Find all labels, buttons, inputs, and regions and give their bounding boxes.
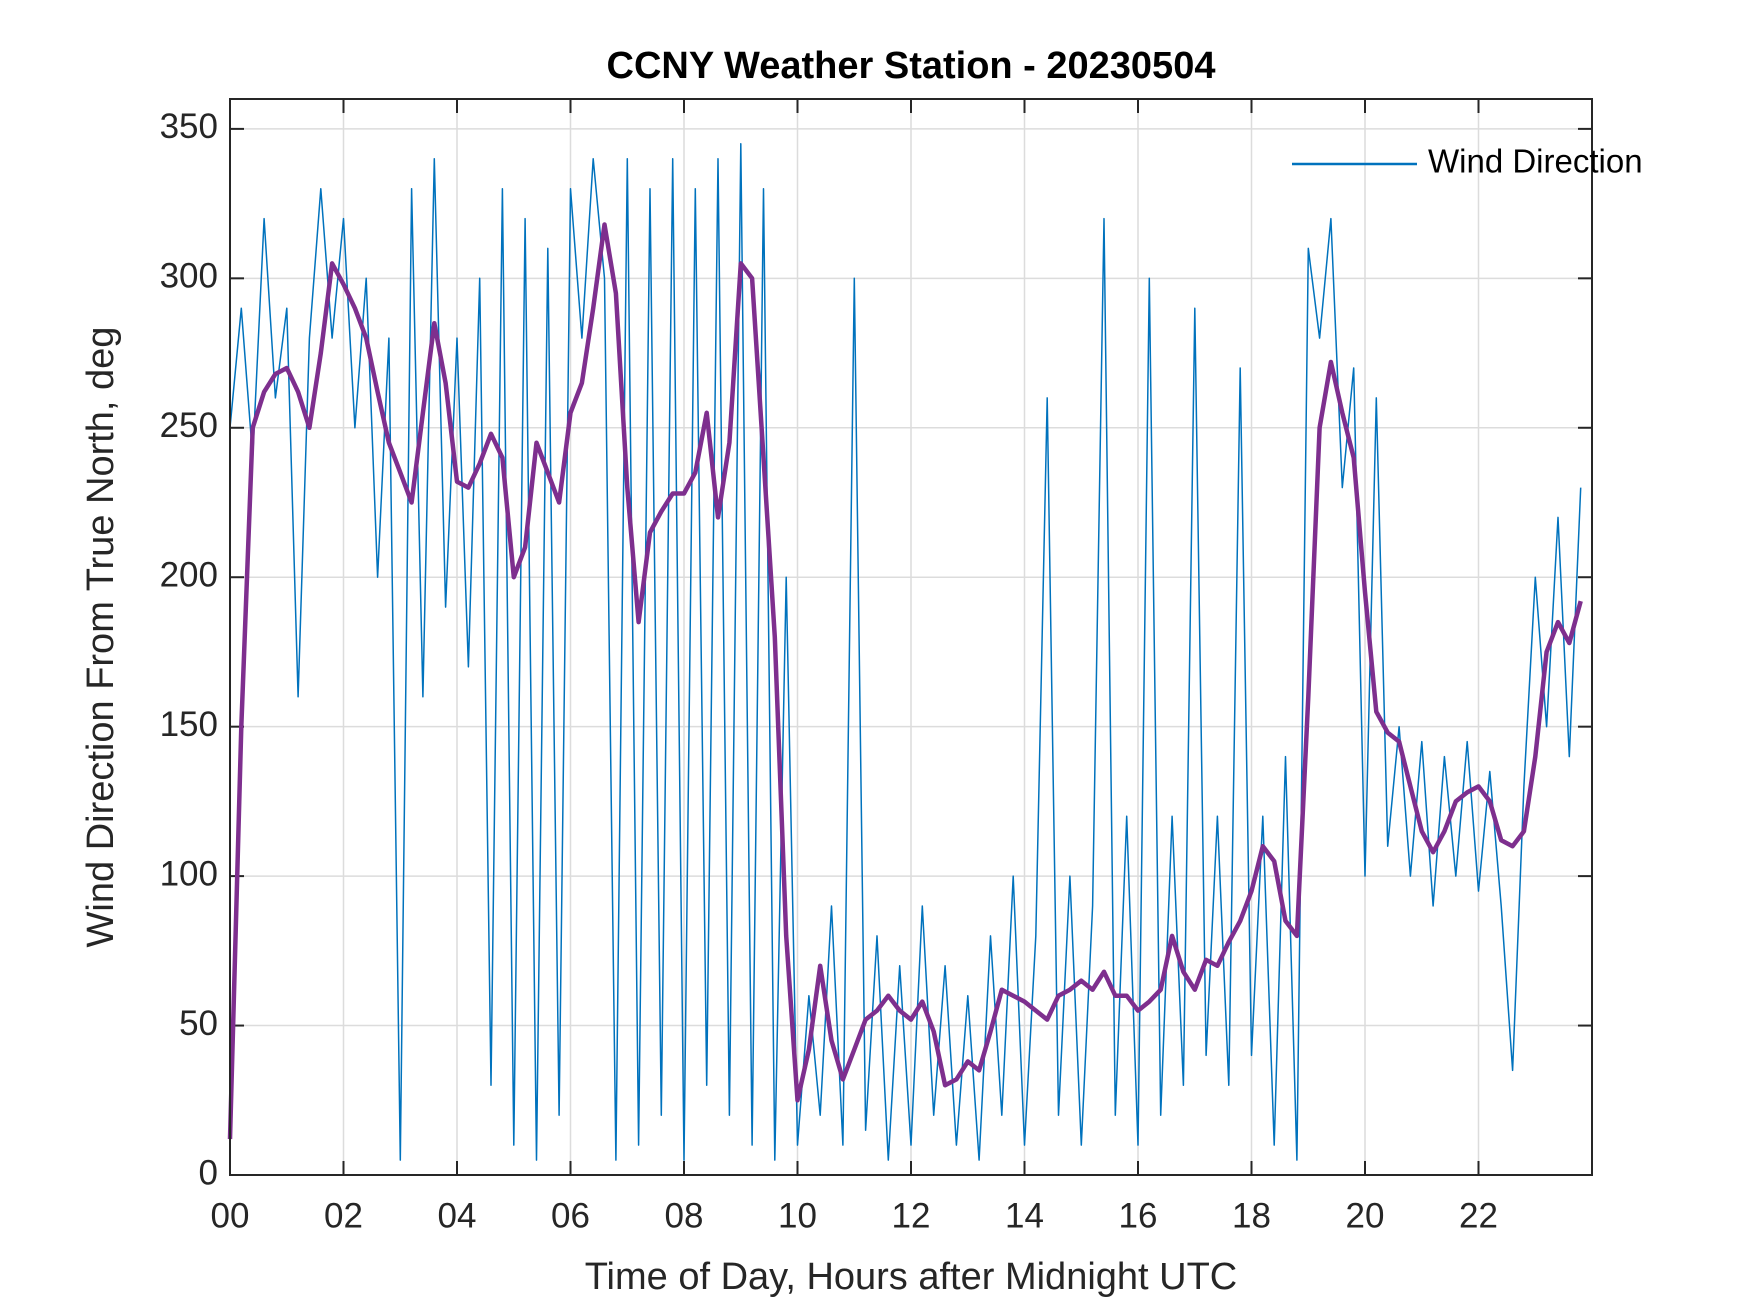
x-tick-label: 16: [1119, 1196, 1158, 1235]
y-tick-label: 100: [160, 854, 218, 893]
x-tick-label: 08: [665, 1196, 704, 1235]
x-tick-label: 04: [438, 1196, 477, 1235]
legend-label: Wind Direction: [1428, 143, 1643, 180]
x-axis-label: Time of Day, Hours after Midnight UTC: [585, 1256, 1238, 1298]
chart-title: CCNY Weather Station - 20230504: [607, 45, 1216, 87]
y-tick-label: 250: [160, 406, 218, 445]
y-tick-label: 200: [160, 555, 218, 594]
x-tick-label: 20: [1346, 1196, 1385, 1235]
x-tick-label: 12: [892, 1196, 931, 1235]
x-tick-label: 00: [211, 1196, 250, 1235]
x-tick-label: 18: [1232, 1196, 1271, 1235]
data-line: [227, 222, 1583, 1140]
data-line: [229, 143, 1582, 1161]
x-tick-label: 02: [324, 1196, 363, 1235]
y-axis-label: Wind Direction From True North, deg: [80, 327, 122, 948]
y-tick-label: 0: [199, 1153, 218, 1192]
x-tick-label: 10: [778, 1196, 817, 1235]
x-tick-label: 22: [1459, 1196, 1498, 1235]
plot-frame: [229, 98, 1593, 1176]
y-tick-label: 300: [160, 257, 218, 296]
y-tick-label: 50: [179, 1004, 218, 1043]
x-tick-label: 14: [1005, 1196, 1044, 1235]
x-tick-label: 06: [551, 1196, 590, 1235]
y-tick-label: 150: [160, 705, 218, 744]
y-tick-label: 350: [160, 107, 218, 146]
